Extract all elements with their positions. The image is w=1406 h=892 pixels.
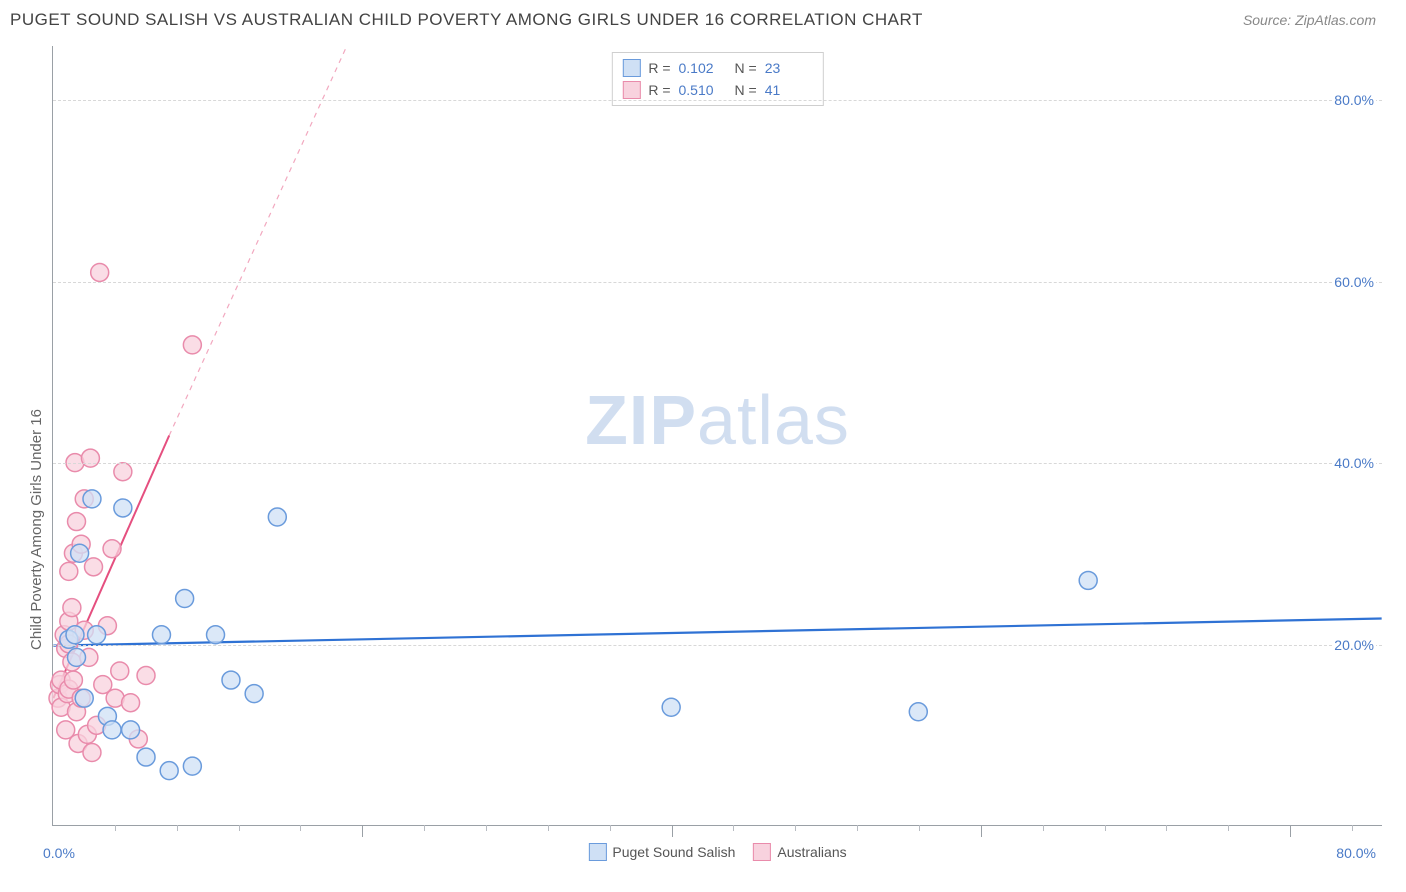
x-tick-minor	[300, 825, 301, 831]
x-tick-minor	[548, 825, 549, 831]
legend-stats-row-1: R = 0.102 N = 23	[622, 57, 812, 79]
data-point	[114, 463, 132, 481]
x-tick-minor	[857, 825, 858, 831]
data-point	[152, 626, 170, 644]
trend-line	[169, 46, 347, 436]
data-point	[111, 662, 129, 680]
data-point	[137, 748, 155, 766]
data-point	[122, 694, 140, 712]
swatch-series-2	[622, 81, 640, 99]
data-point	[91, 263, 109, 281]
x-tick-minor	[239, 825, 240, 831]
gridline-h	[53, 645, 1382, 646]
x-tick-minor	[1166, 825, 1167, 831]
x-tick-major	[1290, 825, 1291, 837]
data-point	[909, 703, 927, 721]
x-tick-minor	[177, 825, 178, 831]
data-point	[160, 762, 178, 780]
data-point	[83, 490, 101, 508]
legend-stats: R = 0.102 N = 23 R = 0.510 N = 41	[611, 52, 823, 106]
legend-series: Puget Sound Salish Australians	[588, 843, 846, 861]
data-point	[183, 757, 201, 775]
data-point	[75, 689, 93, 707]
x-tick-minor	[1352, 825, 1353, 831]
gridline-h	[53, 100, 1382, 101]
chart-plot-area: ZIPatlas R = 0.102 N = 23 R = 0.510 N = …	[52, 46, 1382, 826]
data-point	[662, 698, 680, 716]
data-point	[85, 558, 103, 576]
gridline-h	[53, 463, 1382, 464]
data-point	[81, 449, 99, 467]
x-tick-minor	[610, 825, 611, 831]
legend-item-2-label: Australians	[777, 844, 846, 860]
data-point	[63, 599, 81, 617]
trend-line	[53, 618, 1381, 645]
gridline-h	[53, 282, 1382, 283]
data-point	[183, 336, 201, 354]
legend-item-1-label: Puget Sound Salish	[612, 844, 735, 860]
x-tick-minor	[1105, 825, 1106, 831]
data-point	[71, 544, 89, 562]
source-attribution: Source: ZipAtlas.com	[1243, 12, 1376, 28]
y-tick-label: 80.0%	[1332, 92, 1376, 108]
y-axis-label: Child Poverty Among Girls Under 16	[28, 409, 45, 650]
x-tick-minor	[919, 825, 920, 831]
x-tick-minor	[1228, 825, 1229, 831]
data-point	[207, 626, 225, 644]
data-point	[88, 626, 106, 644]
swatch-series-1	[622, 59, 640, 77]
data-point	[122, 721, 140, 739]
legend-stats-row-2: R = 0.510 N = 41	[622, 79, 812, 101]
data-point	[114, 499, 132, 517]
swatch-bottom-2	[753, 843, 771, 861]
data-point	[103, 721, 121, 739]
x-tick-minor	[115, 825, 116, 831]
x-tick-right: 80.0%	[1336, 845, 1376, 861]
scatter-plot-svg	[53, 46, 1382, 825]
data-point	[68, 648, 86, 666]
data-point	[176, 590, 194, 608]
data-point	[222, 671, 240, 689]
y-tick-label: 20.0%	[1332, 637, 1376, 653]
x-tick-minor	[733, 825, 734, 831]
data-point	[268, 508, 286, 526]
swatch-bottom-1	[588, 843, 606, 861]
chart-title: PUGET SOUND SALISH VS AUSTRALIAN CHILD P…	[10, 10, 923, 30]
data-point	[103, 540, 121, 558]
y-tick-label: 60.0%	[1332, 274, 1376, 290]
data-point	[66, 626, 84, 644]
data-point	[68, 513, 86, 531]
data-point	[1079, 571, 1097, 589]
x-tick-major	[672, 825, 673, 837]
data-point	[83, 744, 101, 762]
x-tick-left: 0.0%	[43, 845, 75, 861]
legend-item-1: Puget Sound Salish	[588, 843, 735, 861]
y-tick-label: 40.0%	[1332, 455, 1376, 471]
x-tick-minor	[1043, 825, 1044, 831]
x-tick-minor	[795, 825, 796, 831]
x-tick-major	[981, 825, 982, 837]
data-point	[60, 562, 78, 580]
data-point	[245, 685, 263, 703]
legend-item-2: Australians	[753, 843, 846, 861]
data-point	[64, 671, 82, 689]
x-tick-minor	[424, 825, 425, 831]
data-point	[137, 667, 155, 685]
x-tick-minor	[486, 825, 487, 831]
x-tick-major	[362, 825, 363, 837]
